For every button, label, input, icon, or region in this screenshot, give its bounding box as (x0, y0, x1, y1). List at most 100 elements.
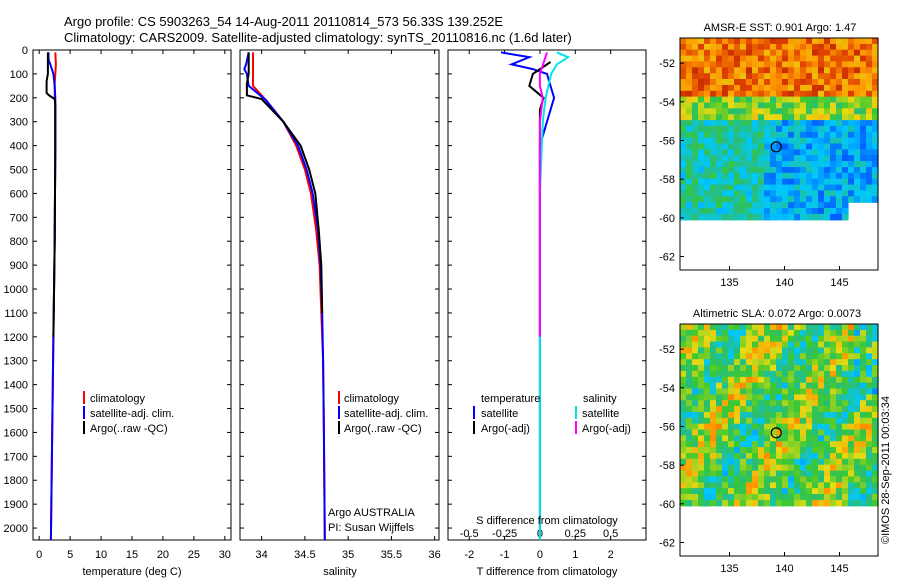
depth-tick-label: 400 (10, 141, 28, 153)
map-cell (812, 370, 819, 378)
depth-tick-label: 200 (10, 93, 28, 105)
map-cell (746, 359, 753, 366)
map-cell (680, 208, 687, 215)
map-cell (866, 359, 873, 366)
map-cell (842, 102, 849, 109)
map-cell (854, 335, 861, 343)
map-cell (842, 365, 849, 372)
map-cell (854, 400, 861, 407)
map-cell (722, 96, 729, 104)
map-cell (764, 143, 771, 150)
map-cell (704, 341, 711, 349)
map-cell (860, 499, 867, 507)
map-cell (836, 208, 843, 215)
map-cell (746, 161, 753, 168)
map-cell (812, 213, 819, 221)
map-cell (806, 365, 813, 372)
map-cell (740, 411, 747, 419)
map-cell (794, 388, 801, 395)
map-cell (740, 49, 747, 57)
map-cell (830, 190, 837, 197)
map-cell (824, 376, 831, 384)
map-cell (704, 143, 711, 150)
map-cell (818, 167, 825, 174)
map-cell (812, 347, 819, 354)
map-cell (812, 329, 819, 337)
map-cell (680, 38, 687, 45)
map-cell (806, 202, 813, 209)
map-cell (806, 435, 813, 442)
map-cell (860, 79, 867, 86)
map-cell (698, 149, 705, 156)
map-cell (860, 359, 867, 366)
map-cell (836, 49, 843, 57)
map-cell (692, 202, 699, 209)
map-cell (722, 494, 729, 501)
map-cell (692, 73, 699, 80)
depth-tick-label: 500 (10, 165, 28, 177)
map-cell (854, 394, 861, 401)
map-cell (722, 482, 729, 489)
map-cell (782, 167, 789, 174)
map-cell (788, 213, 795, 221)
map-cell (806, 49, 813, 57)
map-cell (746, 400, 753, 407)
map-cell (680, 196, 687, 203)
map-cell (728, 102, 735, 109)
map-cell (692, 441, 699, 448)
map-cell (722, 79, 729, 86)
map-cell (788, 120, 795, 127)
map-cell (818, 335, 825, 343)
map-cell (710, 447, 717, 454)
map-cell (704, 423, 711, 431)
map-cell (782, 482, 789, 489)
map-cell (776, 429, 783, 436)
map-cell (722, 470, 729, 478)
map-cell (842, 359, 849, 366)
map-cell (746, 429, 753, 436)
map-cell (794, 49, 801, 57)
map-cell (824, 400, 831, 407)
map-cell (782, 411, 789, 419)
map-cell (830, 464, 837, 472)
map-cell (812, 488, 819, 495)
map-cell (800, 429, 807, 436)
map-cell (830, 43, 837, 51)
map-cell (770, 400, 777, 407)
map-cell (794, 476, 801, 483)
map-cell (680, 324, 687, 331)
map-cell (812, 161, 819, 168)
map-cell (680, 365, 687, 372)
map-cell (740, 190, 747, 197)
map-cell (842, 90, 849, 98)
map-cell (848, 120, 855, 127)
map-cell (722, 149, 729, 156)
map-cell (764, 417, 771, 425)
map-cell (836, 441, 843, 448)
map-cell (854, 499, 861, 507)
map-cell (842, 441, 849, 448)
map-cell (698, 61, 705, 68)
map-cell (716, 125, 723, 133)
map-cell (764, 429, 771, 436)
map-cell (848, 49, 855, 57)
map-cell (842, 324, 849, 331)
map-cell (788, 190, 795, 197)
map-cell (728, 341, 735, 349)
map-cell (692, 190, 699, 197)
map-cell (752, 417, 759, 425)
map-cell (770, 470, 777, 478)
map-cell (752, 329, 759, 337)
map-cell (872, 329, 879, 337)
map-cell (860, 394, 867, 401)
map-cell (854, 161, 861, 168)
map-cell (722, 441, 729, 448)
map-cell (860, 43, 867, 51)
map-cell (746, 190, 753, 197)
map-cell (800, 400, 807, 407)
map-cell (728, 125, 735, 133)
map-cell (806, 400, 813, 407)
map-cell (842, 61, 849, 68)
map-cell (842, 370, 849, 378)
map-cell (722, 213, 729, 221)
